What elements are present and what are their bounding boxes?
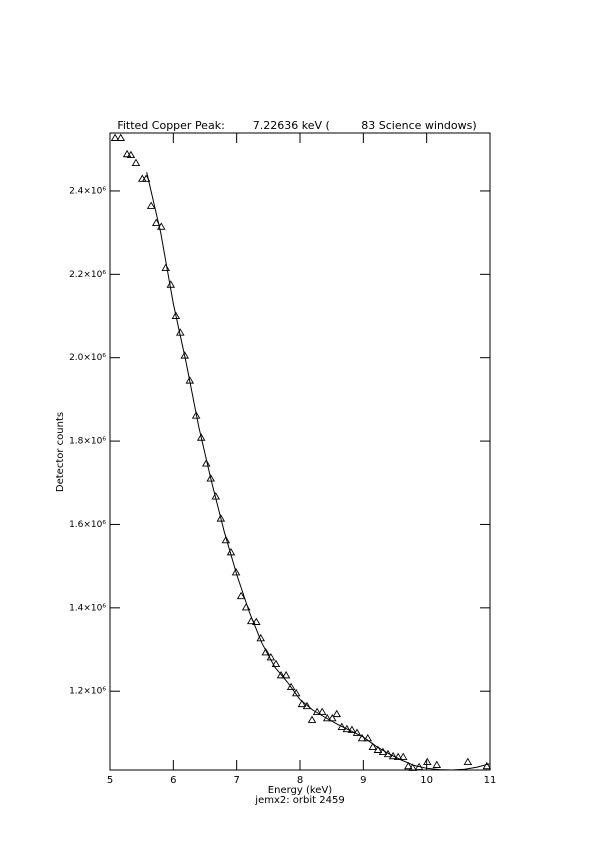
x-tick-label: 5 <box>107 775 113 786</box>
data-point <box>122 149 132 158</box>
data-point <box>432 760 442 768</box>
data-point <box>231 568 241 576</box>
data-point <box>261 648 271 656</box>
x-tick-label: 6 <box>170 775 176 786</box>
x-axis-label: Energy (keV) <box>268 785 333 796</box>
chart-title: Fitted Copper Peak: 7.22636 keV ( 83 Sci… <box>117 119 476 132</box>
data-point <box>404 761 413 770</box>
data-point <box>463 757 473 766</box>
data-point <box>146 201 156 209</box>
subtitle: jemx2: orbit 2459 <box>254 795 344 806</box>
data-point <box>328 713 337 722</box>
data-point <box>297 699 307 708</box>
data-point <box>332 709 342 718</box>
data-point <box>191 411 201 419</box>
data-point <box>201 459 211 467</box>
plot-frame <box>109 132 491 771</box>
y-tick-label: 2.0×10⁶ <box>69 353 106 363</box>
data-point <box>368 742 378 751</box>
data-point <box>383 749 393 758</box>
x-tick-label: 10 <box>420 775 433 786</box>
data-point <box>342 724 352 733</box>
x-tick-label: 8 <box>297 775 303 786</box>
data-point <box>286 682 296 690</box>
data-point <box>398 752 408 761</box>
data-point <box>423 757 432 766</box>
data-point <box>126 150 136 159</box>
data-point <box>337 722 347 731</box>
data-point <box>166 280 176 288</box>
data-point <box>171 311 181 319</box>
y-tick-label: 1.4×10⁶ <box>69 603 106 613</box>
data-point <box>352 728 362 736</box>
fit-line <box>146 172 491 771</box>
y-tick-label: 2.2×10⁶ <box>69 270 106 280</box>
data-point <box>236 591 246 600</box>
data-point <box>221 535 231 544</box>
data-point <box>271 659 281 668</box>
data-point <box>276 670 286 679</box>
data-point <box>216 514 226 522</box>
x-tick-label: 11 <box>484 775 497 786</box>
data-point <box>347 725 357 733</box>
x-tick-label: 9 <box>360 775 366 786</box>
data-point <box>408 763 418 771</box>
data-point <box>116 133 126 141</box>
data-point <box>373 745 383 753</box>
x-tick-label: 7 <box>233 775 239 786</box>
data-point <box>388 751 398 760</box>
y-axis-label: Detector counts <box>55 412 66 492</box>
data-point <box>317 707 327 716</box>
data-point <box>291 688 301 697</box>
data-point <box>196 433 206 441</box>
y-tick-label: 2.4×10⁶ <box>69 186 106 196</box>
data-point <box>302 701 312 710</box>
data-point <box>252 617 261 625</box>
data-point <box>131 158 141 166</box>
y-tick-label: 1.2×10⁶ <box>69 687 106 697</box>
data-point <box>206 474 215 482</box>
y-tick-label: 1.8×10⁶ <box>69 437 106 447</box>
data-point <box>393 752 403 761</box>
data-point <box>110 133 120 141</box>
data-point <box>281 670 291 679</box>
data-point <box>482 761 492 770</box>
y-tick-label: 1.6×10⁶ <box>69 520 106 530</box>
data-point <box>307 715 317 723</box>
data-point <box>161 263 171 272</box>
